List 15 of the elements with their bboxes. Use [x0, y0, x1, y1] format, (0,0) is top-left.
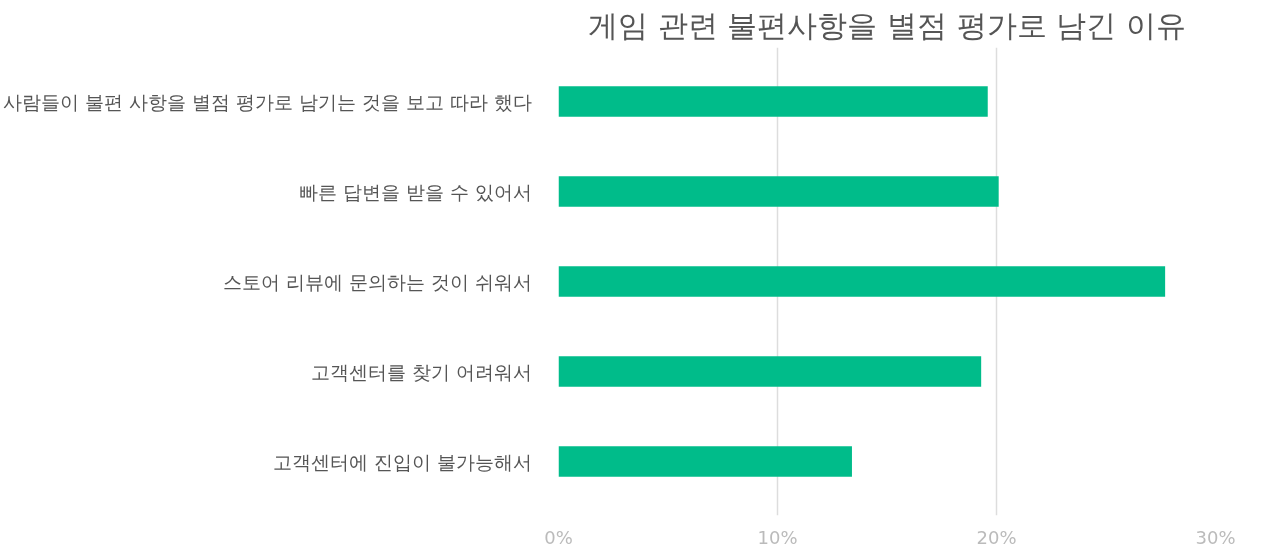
bar — [558, 356, 982, 387]
bar — [558, 86, 988, 117]
y-tick-label: 빠른 답변을 받을 수 있어서 — [299, 180, 533, 203]
bar — [558, 266, 1166, 297]
y-tick-label: 고객센터에 진입이 불가능해서 — [273, 450, 533, 473]
bar — [558, 176, 999, 207]
x-tick-label: 20% — [976, 526, 1017, 548]
y-tick-label: 스토어 리뷰에 문의하는 것이 쉬워서 — [223, 270, 533, 293]
bar — [558, 446, 852, 477]
x-tick-label: 10% — [757, 526, 798, 548]
y-tick-label: 고객센터를 찾기 어려워서 — [311, 360, 533, 383]
y-tick-label: 사람들이 불편 사항을 별점 평가로 남기는 것을 보고 따라 했다 — [3, 90, 533, 113]
x-tick-label: 0% — [544, 526, 573, 548]
x-tick-label: 30% — [1195, 526, 1236, 548]
chart-title: 게임 관련 불편사항을 별점 평가로 남긴 이유 — [588, 7, 1186, 43]
